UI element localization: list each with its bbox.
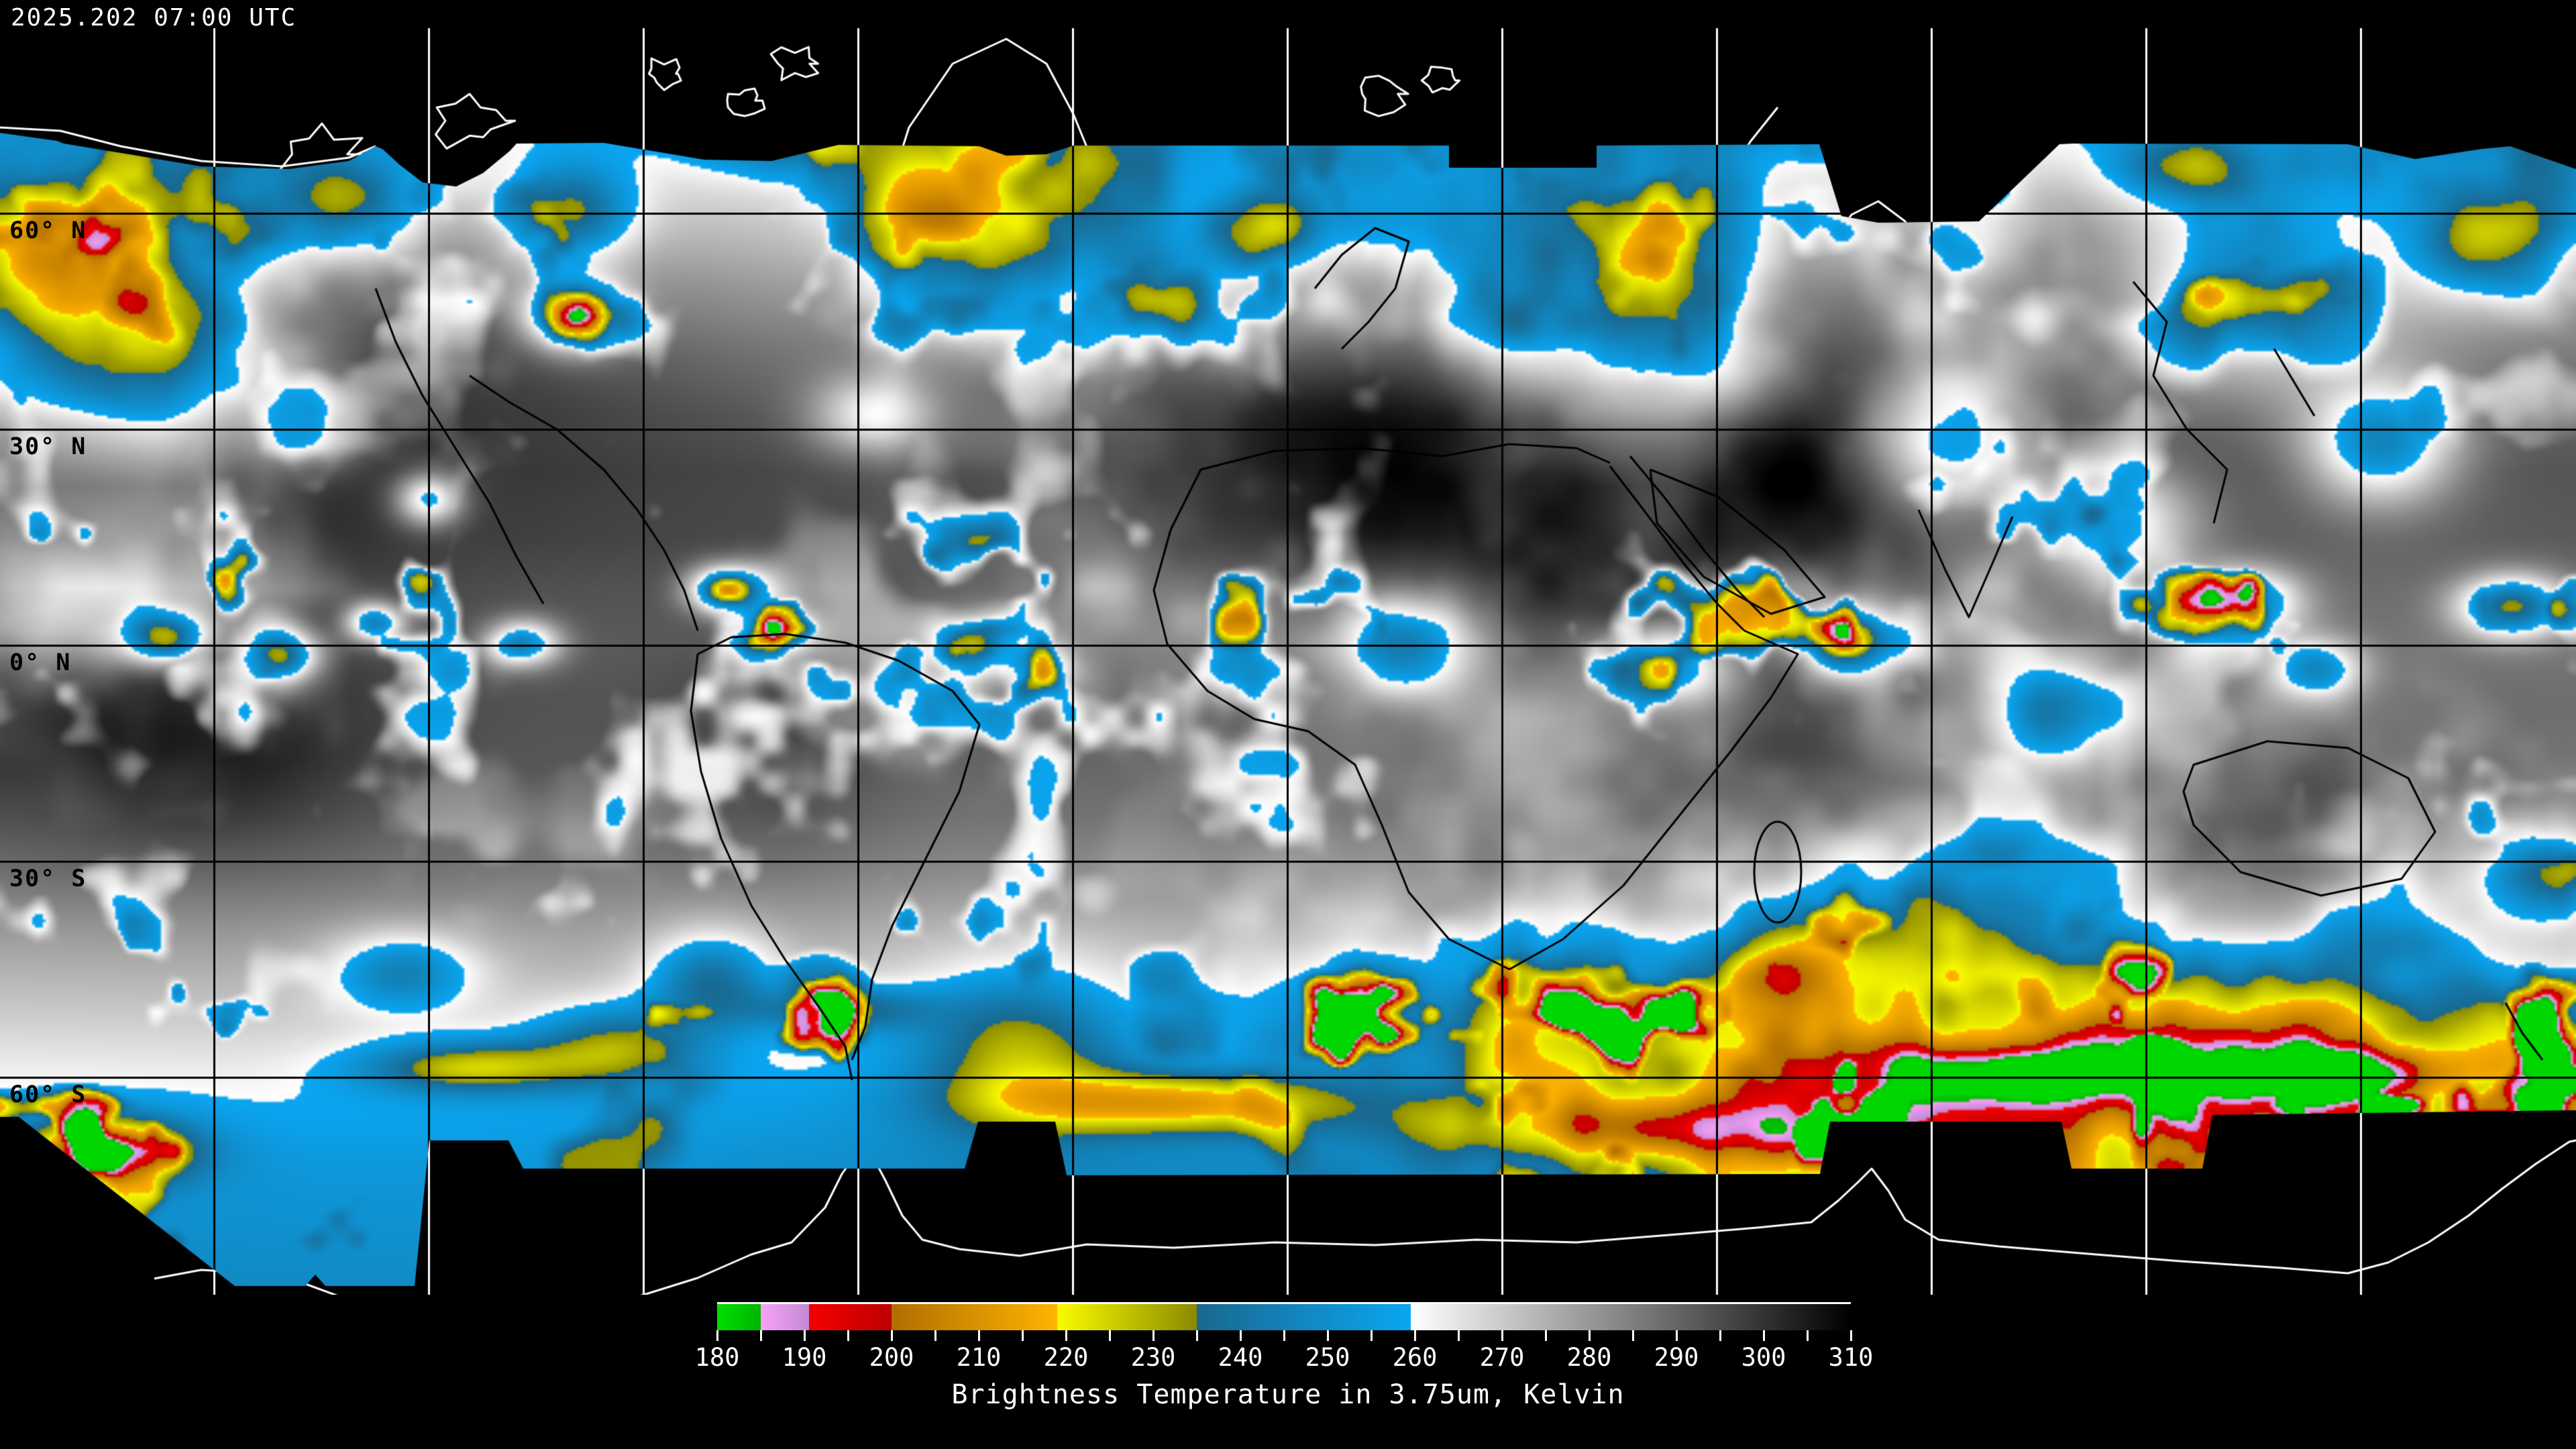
colorbar-tick (1065, 1330, 1067, 1341)
colorbar-tick (1109, 1330, 1111, 1341)
timestamp: 2025.202 07:00 UTC (11, 4, 297, 32)
colorbar-tick (1676, 1330, 1678, 1341)
colorbar-tick (1807, 1330, 1809, 1341)
colorbar-tick-label: 180 (694, 1343, 740, 1372)
colorbar-tick-label: 270 (1479, 1343, 1525, 1372)
colorbar-segment-green (717, 1304, 761, 1330)
colorbar-tick (1632, 1330, 1634, 1341)
colorbar-tick (1371, 1330, 1373, 1341)
colorbar-tick-label: 250 (1305, 1343, 1350, 1372)
colorbar-tick (978, 1330, 980, 1341)
colorbar-tick (760, 1330, 762, 1341)
colorbar-tick-label: 240 (1218, 1343, 1263, 1372)
colorbar-tick (1763, 1330, 1765, 1341)
colorbar-legend: 180 190 200 210 220 230 240 250 260 270 280 290 300 3… (0, 1295, 2576, 1449)
satellite-imagery-canvas (0, 0, 2576, 1295)
colorbar-tick (934, 1330, 936, 1341)
latitude-label: 60° S (9, 1081, 87, 1108)
colorbar-segment-orange (892, 1304, 1057, 1330)
colorbar-tick-label: 290 (1654, 1343, 1699, 1372)
colorbar-tick (891, 1330, 893, 1341)
colorbar-tick (847, 1330, 849, 1341)
colorbar-tick (1850, 1330, 1852, 1341)
colorbar-tick-label: 310 (1828, 1343, 1874, 1372)
latitude-label: 30° N (9, 433, 87, 460)
colorbar-tick (1283, 1330, 1285, 1341)
colorbar-tick-label: 280 (1566, 1343, 1612, 1372)
colorbar-tick-label: 230 (1130, 1343, 1176, 1372)
colorbar-segment-grayscale (1410, 1304, 1851, 1330)
colorbar-tick (804, 1330, 806, 1341)
colorbar-tick (716, 1330, 718, 1341)
colorbar-tick-label: 200 (869, 1343, 914, 1372)
colorbar-tick-label: 260 (1392, 1343, 1438, 1372)
colorbar-tick (1545, 1330, 1547, 1341)
colorbar-segment-blue (1197, 1304, 1411, 1330)
colorbar-tick (1022, 1330, 1024, 1341)
colorbar-topline (717, 1302, 1851, 1304)
colorbar-segment-red (808, 1304, 892, 1330)
colorbar-tick (1414, 1330, 1416, 1341)
colorbar-tick-label: 210 (956, 1343, 1002, 1372)
colorbar-tick (1196, 1330, 1198, 1341)
colorbar-caption: Brightness Temperature in 3.75um, Kelvin (951, 1379, 1625, 1410)
latitude-label: 0° N (9, 649, 72, 676)
colorbar-tick (1327, 1330, 1329, 1341)
latitude-label: 60° N (9, 217, 87, 244)
colorbar-segment-violet (761, 1304, 809, 1330)
colorbar-tick-label: 300 (1741, 1343, 1786, 1372)
colorbar-tick (1501, 1330, 1503, 1341)
colorbar-segment-yellow (1057, 1304, 1197, 1330)
colorbar-tick-label: 190 (782, 1343, 827, 1372)
latitude-label: 30° S (9, 865, 87, 892)
colorbar-tick-label: 220 (1043, 1343, 1089, 1372)
colorbar-tick (1589, 1330, 1591, 1341)
colorbar-tick (1240, 1330, 1242, 1341)
colorbar (717, 1304, 1851, 1330)
colorbar-tick (1719, 1330, 1721, 1341)
colorbar-tick (1152, 1330, 1155, 1341)
colorbar-tick (1458, 1330, 1460, 1341)
